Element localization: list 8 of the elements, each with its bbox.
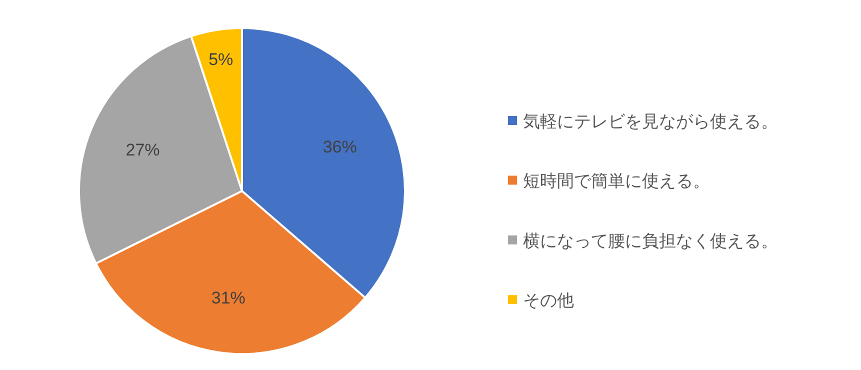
legend-label: 短時間で簡単に使える。 — [523, 172, 710, 191]
legend-label: 気軽にテレビを見ながら使える。 — [523, 112, 778, 131]
legend-label: 横になって腰に負担なく使える。 — [523, 231, 778, 250]
data-label: 31% — [211, 288, 246, 308]
legend-label: その他 — [523, 291, 574, 310]
data-label: 5% — [208, 50, 234, 70]
data-label: 36% — [322, 137, 357, 156]
data-label: 27% — [126, 140, 160, 160]
